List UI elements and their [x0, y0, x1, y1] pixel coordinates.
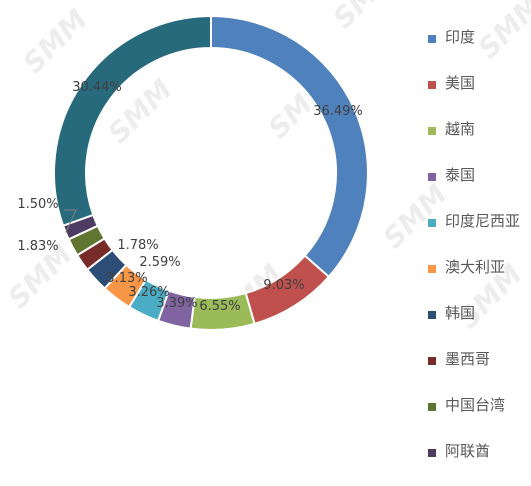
legend-label: 阿联酋	[445, 442, 491, 460]
legend: 印度美国越南泰国印度尼西亚澳大利亚韩国墨西哥中国台湾阿联酋	[428, 26, 528, 486]
legend-label: 美国	[445, 74, 476, 92]
legend-swatch	[428, 35, 436, 43]
donut-chart: SMMSMMSMMSMMSMMSMMSMMSMMSMM 36.49%9.03%6…	[2, 0, 531, 335]
legend-item: 印度	[428, 26, 528, 72]
data-label-7: 2.59%	[139, 255, 180, 270]
legend-item: 韩国	[428, 302, 528, 348]
leader-lines	[64, 209, 77, 233]
data-label-10: 1.50%	[17, 197, 58, 212]
legend-item: 美国	[428, 72, 528, 118]
legend-item: 墨西哥	[428, 348, 528, 394]
data-label-6: 3.13%	[106, 271, 147, 286]
slices-group	[53, 14, 369, 331]
legend-label: 印度尼西亚	[445, 212, 521, 230]
watermark-text: SMM	[17, 3, 94, 80]
legend-label: 中国台湾	[445, 396, 506, 414]
legend-item: 澳大利亚	[428, 256, 528, 302]
legend-item: 泰国	[428, 164, 528, 210]
legend-label: 韩国	[445, 304, 476, 322]
legend-label: 印度	[445, 28, 476, 46]
data-label-3: 6.55%	[199, 299, 240, 314]
legend-swatch	[428, 357, 436, 365]
legend-swatch	[428, 265, 436, 273]
data-label-1: 36.49%	[313, 104, 363, 119]
legend-item: 中国台湾	[428, 394, 528, 440]
legend-label: 墨西哥	[445, 350, 491, 368]
data-label-9: 1.83%	[17, 239, 58, 254]
legend-item: 印度尼西亚	[428, 210, 528, 256]
legend-swatch	[428, 127, 436, 135]
legend-item: 阿联酋	[428, 440, 528, 486]
watermark-text: SMM	[327, 0, 404, 35]
legend-swatch	[428, 449, 436, 457]
data-label-11: 30.44%	[72, 80, 122, 95]
legend-swatch	[428, 311, 436, 319]
legend-swatch	[428, 219, 436, 227]
leader-line	[64, 209, 77, 233]
slice-1	[210, 14, 369, 279]
legend-label: 越南	[445, 120, 476, 138]
slice-11	[53, 14, 212, 227]
data-label-4: 3.39%	[156, 296, 197, 311]
legend-label: 泰国	[445, 166, 476, 184]
data-label-5: 3.26%	[128, 285, 169, 300]
legend-label: 澳大利亚	[445, 258, 506, 276]
legend-swatch	[428, 403, 436, 411]
legend-swatch	[428, 173, 436, 181]
data-labels-group: 36.49% 9.03% 6.55%3.39%3.26%3.13%2.59% 1.78…	[17, 80, 362, 314]
data-label-8: 1.78%	[117, 238, 158, 253]
legend-item: 越南	[428, 118, 528, 164]
legend-swatch	[428, 81, 436, 89]
data-label-2: 9.03%	[263, 278, 304, 293]
